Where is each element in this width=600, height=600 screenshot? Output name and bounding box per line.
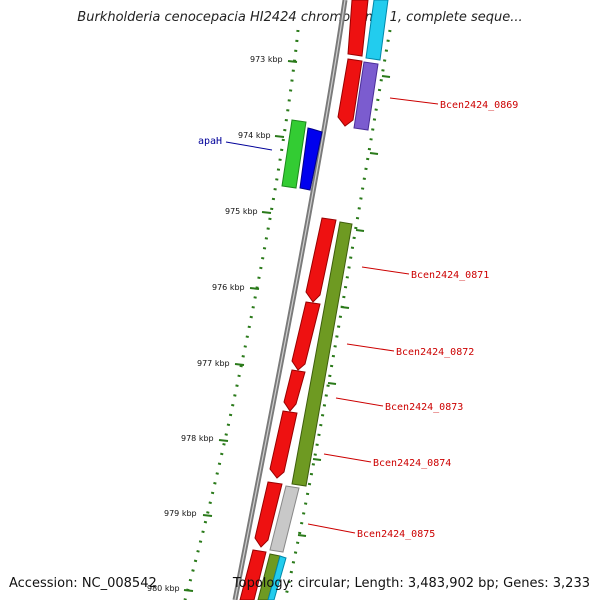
gene-label-Bcen2424_0873[interactable]: Bcen2424_0873 xyxy=(385,402,463,413)
gene-feature-Bcen2424_0871[interactable] xyxy=(305,217,337,303)
gene-feature-olive-long[interactable] xyxy=(291,221,353,487)
tick-label: 978 kbp xyxy=(181,434,214,443)
inner-dotted-ring xyxy=(283,29,392,600)
gene-feature-red-0869[interactable] xyxy=(337,58,363,127)
gene-label-Bcen2424_0874[interactable]: Bcen2424_0874 xyxy=(373,458,451,469)
gene-label-Bcen2424_0871[interactable]: Bcen2424_0871 xyxy=(411,270,489,281)
gene-feature-bottom-red[interactable] xyxy=(239,549,267,600)
accession-text: Accession: NC_008542 xyxy=(9,576,157,591)
tick-label: 980 kbp xyxy=(147,584,180,593)
gene-label-Bcen2424_0875[interactable]: Bcen2424_0875 xyxy=(357,529,435,540)
gene-feature-red-lower[interactable] xyxy=(254,481,283,548)
gene-labels: apaH Bcen2424_0869 Bcen2424_0871 Bcen242… xyxy=(198,97,518,540)
gene-feature-bottom-olive[interactable] xyxy=(257,553,281,600)
tick-label: 979 kbp xyxy=(164,509,197,518)
tick-mark xyxy=(274,135,285,138)
scale-ticks: 973 kbp 974 kbp 975 kbp 976 kbp 977 kbp … xyxy=(147,55,391,593)
tick-mark xyxy=(202,514,213,517)
tick-label: 975 kbp xyxy=(225,207,258,216)
reverse-strand-features xyxy=(239,0,389,600)
tick-mark xyxy=(218,439,229,442)
tick-mark xyxy=(249,287,260,290)
tick-mark xyxy=(261,211,272,214)
tick-label: 976 kbp xyxy=(212,283,245,292)
tick-mark xyxy=(287,60,298,63)
gene-feature-Bcen2424_0872[interactable] xyxy=(291,301,321,371)
forward-strand-features xyxy=(281,119,323,191)
gene-feature-Bcen2424_0869[interactable] xyxy=(353,61,379,131)
tick-mark xyxy=(183,589,194,592)
tick-label: 977 kbp xyxy=(197,359,230,368)
gene-feature-Bcen2424_0873[interactable] xyxy=(283,369,306,412)
genome-summary-text: Topology: circular; Length: 3,483,902 bp… xyxy=(232,576,590,591)
map-title: Burkholderia cenocepacia HI2424 chromoso… xyxy=(77,10,523,25)
gene-feature-Bcen2424_0874[interactable] xyxy=(269,410,298,479)
gene-feature-bottom-cyan[interactable] xyxy=(267,555,287,600)
gene-label-Bcen2424_0869[interactable]: Bcen2424_0869 xyxy=(440,100,518,111)
gene-feature-Bcen2424_0875[interactable] xyxy=(269,485,300,553)
gene-label-Bcen2424_0872[interactable]: Bcen2424_0872 xyxy=(396,347,474,358)
tick-mark xyxy=(234,363,245,366)
gene-feature-apaH[interactable] xyxy=(281,119,307,189)
gene-feature-top-cyan[interactable] xyxy=(365,0,389,61)
gene-feature-forward-blue[interactable] xyxy=(299,127,323,191)
tick-label: 974 kbp xyxy=(238,131,271,140)
gene-feature-top-red[interactable] xyxy=(347,0,369,57)
gene-label-apaH[interactable]: apaH xyxy=(198,136,222,147)
tick-label: 973 kbp xyxy=(250,55,283,64)
